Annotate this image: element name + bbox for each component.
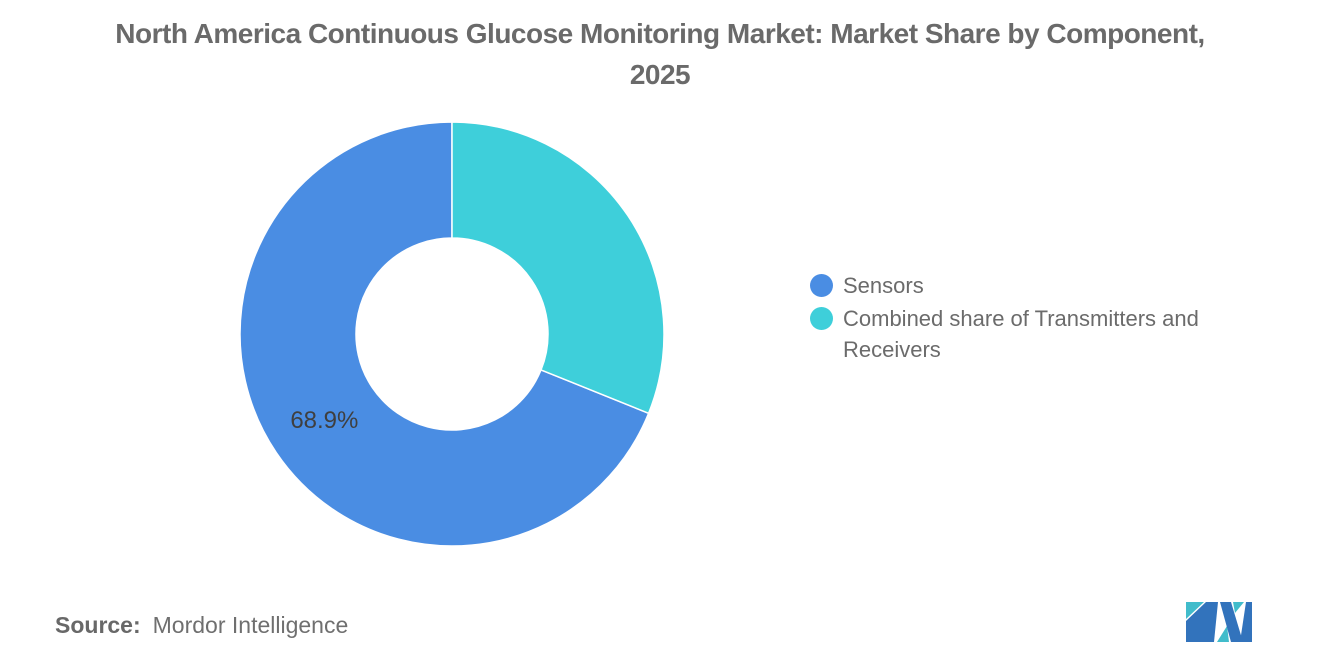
legend-swatch-transmitters-receivers xyxy=(810,307,833,330)
legend-item-transmitters-receivers: Combined share of Transmitters and Recei… xyxy=(810,303,1206,365)
donut-slice xyxy=(239,121,650,547)
donut-svg: 68.9% xyxy=(239,121,665,547)
source-label: Source: xyxy=(55,612,141,638)
legend-item-sensors: Sensors xyxy=(810,270,1206,301)
donut-chart: 68.9% xyxy=(238,120,666,548)
source-value: Mordor Intelligence xyxy=(152,612,349,638)
logo-teal-triangle-top-right xyxy=(1233,602,1244,613)
logo-teal-triangle-left xyxy=(1186,602,1204,619)
mordor-logo-icon xyxy=(1186,602,1252,642)
donut-slice xyxy=(451,121,665,415)
legend: Sensors Combined share of Transmitters a… xyxy=(810,270,1206,367)
mordor-intelligence-logo xyxy=(1186,600,1252,644)
legend-label-sensors: Sensors xyxy=(843,273,924,298)
source-line: Source: Mordor Intelligence xyxy=(55,612,348,639)
chart-title: North America Continuous Glucose Monitor… xyxy=(115,18,1205,90)
logo-blue-stroke-left xyxy=(1186,602,1218,642)
logo-blue-diagonal-middle xyxy=(1220,602,1243,642)
logo-blue-bar-right xyxy=(1240,602,1252,642)
logo-teal-triangle-bottom xyxy=(1217,626,1229,642)
legend-label-transmitters-receivers: Combined share of Transmitters and Recei… xyxy=(843,306,1199,362)
legend-swatch-sensors xyxy=(810,274,833,297)
donut-data-label: 68.9% xyxy=(290,407,358,434)
